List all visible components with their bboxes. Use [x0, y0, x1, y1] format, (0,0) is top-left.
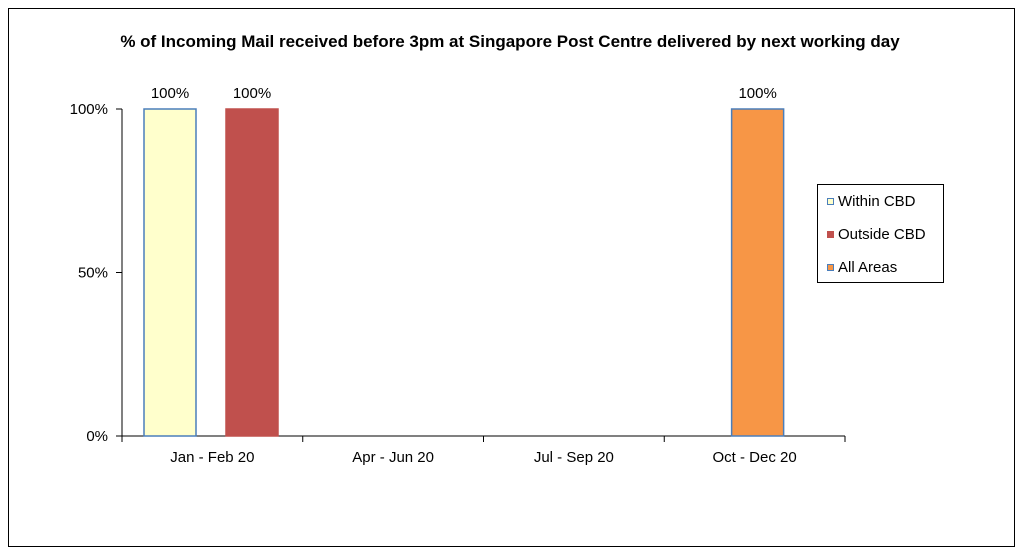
y-tick-label: 100%: [70, 101, 108, 118]
legend-label-all-areas: All Areas: [838, 258, 898, 276]
x-tick-label: Oct - Dec 20: [713, 449, 797, 466]
legend-item-outside-cbd: Outside CBD: [827, 224, 926, 244]
legend: Within CBD Outside CBD All Areas: [817, 184, 944, 283]
x-tick-label: Apr - Jun 20: [352, 449, 434, 466]
x-tick-label: Jul - Sep 20: [534, 449, 614, 466]
bar: [143, 108, 197, 437]
bar: [730, 108, 785, 437]
legend-swatch-outside-cbd: [827, 230, 834, 238]
x-tick-label: Jan - Feb 20: [170, 449, 254, 466]
y-tick-label: 0%: [86, 428, 108, 445]
y-tick-label: 50%: [78, 265, 108, 282]
chart-title: % of Incoming Mail received before 3pm a…: [120, 32, 900, 51]
bar: [225, 108, 279, 437]
legend-item-within-cbd: Within CBD: [827, 191, 916, 211]
data-label: 100%: [233, 85, 271, 102]
data-label: 100%: [738, 85, 776, 102]
legend-swatch-within-cbd: [827, 197, 834, 205]
legend-label-within-cbd: Within CBD: [838, 192, 916, 210]
legend-label-outside-cbd: Outside CBD: [838, 225, 926, 243]
legend-swatch-all-areas: [827, 263, 834, 271]
data-label: 100%: [151, 85, 189, 102]
legend-item-all-areas: All Areas: [827, 257, 897, 277]
